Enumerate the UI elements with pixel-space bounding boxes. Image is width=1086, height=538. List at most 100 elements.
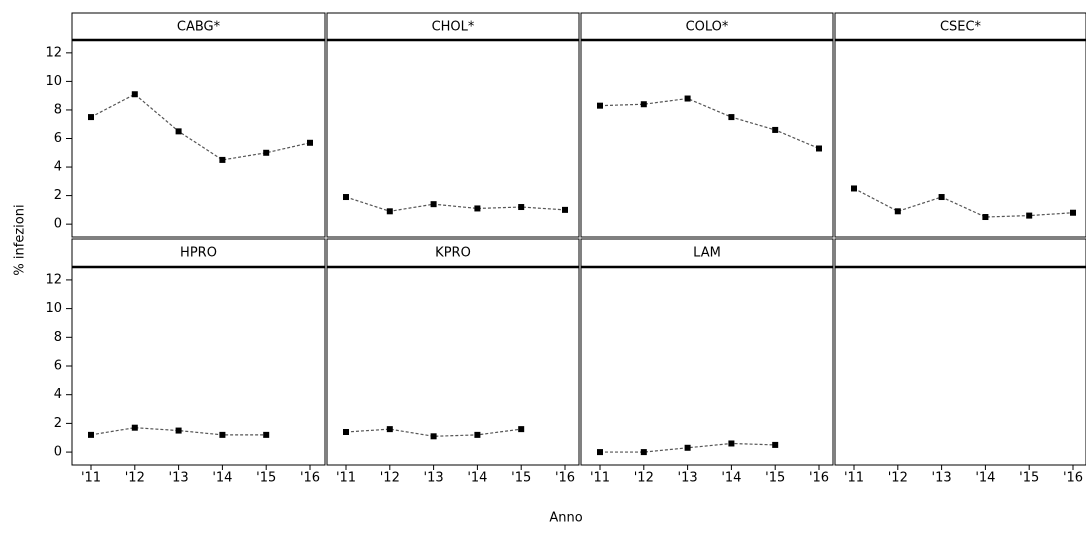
x-axis-label: Anno bbox=[549, 511, 582, 526]
point bbox=[175, 427, 182, 434]
point bbox=[343, 194, 349, 201]
point bbox=[131, 424, 138, 431]
x-tick-label: '15 bbox=[765, 471, 785, 486]
point bbox=[386, 208, 393, 215]
point bbox=[430, 201, 437, 208]
x-tick-label: '13 bbox=[424, 471, 444, 486]
point bbox=[474, 205, 481, 212]
point bbox=[430, 433, 437, 440]
series-line bbox=[90, 93, 311, 161]
x-tick-label: '16 bbox=[300, 471, 320, 486]
x-tick-label: '14 bbox=[721, 471, 741, 486]
panel-frame bbox=[326, 238, 580, 466]
panel-title: KPRO bbox=[435, 246, 471, 261]
panel-frame bbox=[71, 12, 326, 238]
series-line bbox=[345, 196, 566, 212]
y-tick-label: 8 bbox=[54, 330, 62, 345]
y-tick-label: 2 bbox=[54, 416, 62, 431]
point bbox=[1070, 209, 1076, 216]
point bbox=[219, 156, 226, 163]
point bbox=[88, 431, 94, 438]
panel-frame bbox=[580, 238, 834, 466]
point bbox=[1026, 212, 1033, 219]
point bbox=[518, 204, 525, 211]
point bbox=[728, 114, 735, 121]
point bbox=[772, 441, 779, 448]
y-axis-label: % infezioni bbox=[13, 204, 28, 275]
y-tick-label: 2 bbox=[54, 188, 62, 203]
panel-title: CSEC* bbox=[940, 20, 982, 35]
point bbox=[772, 126, 779, 133]
point bbox=[518, 426, 525, 433]
panel-title: LAM bbox=[693, 246, 721, 261]
panel-frame bbox=[326, 12, 580, 238]
panel-title: CABG* bbox=[177, 20, 221, 35]
y-tick-label: 10 bbox=[45, 301, 62, 316]
x-tick-label: '12 bbox=[634, 471, 654, 486]
point bbox=[263, 149, 270, 156]
panel-title: COLO* bbox=[686, 20, 729, 35]
y-tick-label: 8 bbox=[54, 102, 62, 117]
x-tick-label: '14 bbox=[212, 471, 232, 486]
panel-title: HPRO bbox=[180, 246, 217, 261]
x-tick-label: '13 bbox=[169, 471, 189, 486]
point bbox=[938, 194, 945, 201]
panel-frame bbox=[834, 12, 1086, 238]
y-tick-label: 4 bbox=[54, 387, 62, 402]
panel-frame bbox=[580, 12, 834, 238]
x-tick-label: '11 bbox=[590, 471, 610, 486]
panel-frame bbox=[71, 238, 326, 466]
y-tick-label: 6 bbox=[54, 359, 62, 374]
y-tick-label: 4 bbox=[54, 160, 62, 175]
y-tick-label: 10 bbox=[45, 74, 62, 89]
x-tick-label: '12 bbox=[125, 471, 145, 486]
series-line bbox=[345, 428, 522, 437]
y-tick-label: 6 bbox=[54, 131, 62, 146]
series-line bbox=[853, 187, 1074, 218]
x-tick-label: '13 bbox=[678, 471, 698, 486]
point bbox=[894, 208, 901, 215]
point bbox=[175, 128, 182, 135]
x-tick-label: '12 bbox=[380, 471, 400, 486]
y-tick-label: 12 bbox=[45, 45, 62, 60]
point bbox=[343, 429, 349, 435]
point bbox=[982, 214, 989, 221]
point bbox=[597, 449, 603, 456]
x-tick-label: '11 bbox=[844, 471, 864, 486]
x-tick-label: '15 bbox=[256, 471, 276, 486]
x-tick-label: '14 bbox=[975, 471, 995, 486]
x-tick-label: '11 bbox=[81, 471, 101, 486]
x-tick-label: '12 bbox=[888, 471, 908, 486]
point bbox=[684, 95, 691, 102]
point bbox=[88, 114, 94, 121]
y-tick-label: 0 bbox=[54, 445, 62, 460]
x-tick-label: '16 bbox=[809, 471, 829, 486]
point bbox=[562, 206, 568, 213]
point bbox=[131, 91, 138, 98]
y-tick-label: 0 bbox=[54, 217, 62, 232]
point bbox=[263, 431, 270, 438]
point bbox=[728, 440, 735, 447]
point bbox=[219, 431, 226, 438]
x-tick-label: '11 bbox=[336, 471, 356, 486]
x-tick-label: '15 bbox=[511, 471, 531, 486]
x-tick-label: '14 bbox=[467, 471, 487, 486]
y-tick-label: 12 bbox=[45, 272, 62, 287]
panel-title: CHOL* bbox=[432, 20, 475, 35]
point bbox=[474, 431, 481, 438]
point bbox=[640, 101, 647, 108]
x-tick-label: '13 bbox=[932, 471, 952, 486]
x-tick-label: '15 bbox=[1019, 471, 1039, 486]
point bbox=[386, 426, 393, 433]
point bbox=[684, 444, 691, 451]
point bbox=[640, 449, 647, 456]
point bbox=[597, 102, 603, 109]
point bbox=[851, 185, 857, 192]
series-line bbox=[599, 97, 820, 150]
point bbox=[307, 139, 313, 146]
point bbox=[816, 145, 822, 152]
x-tick-label: '16 bbox=[1063, 471, 1083, 486]
series-line bbox=[90, 427, 267, 436]
panel-frame bbox=[834, 238, 1086, 466]
